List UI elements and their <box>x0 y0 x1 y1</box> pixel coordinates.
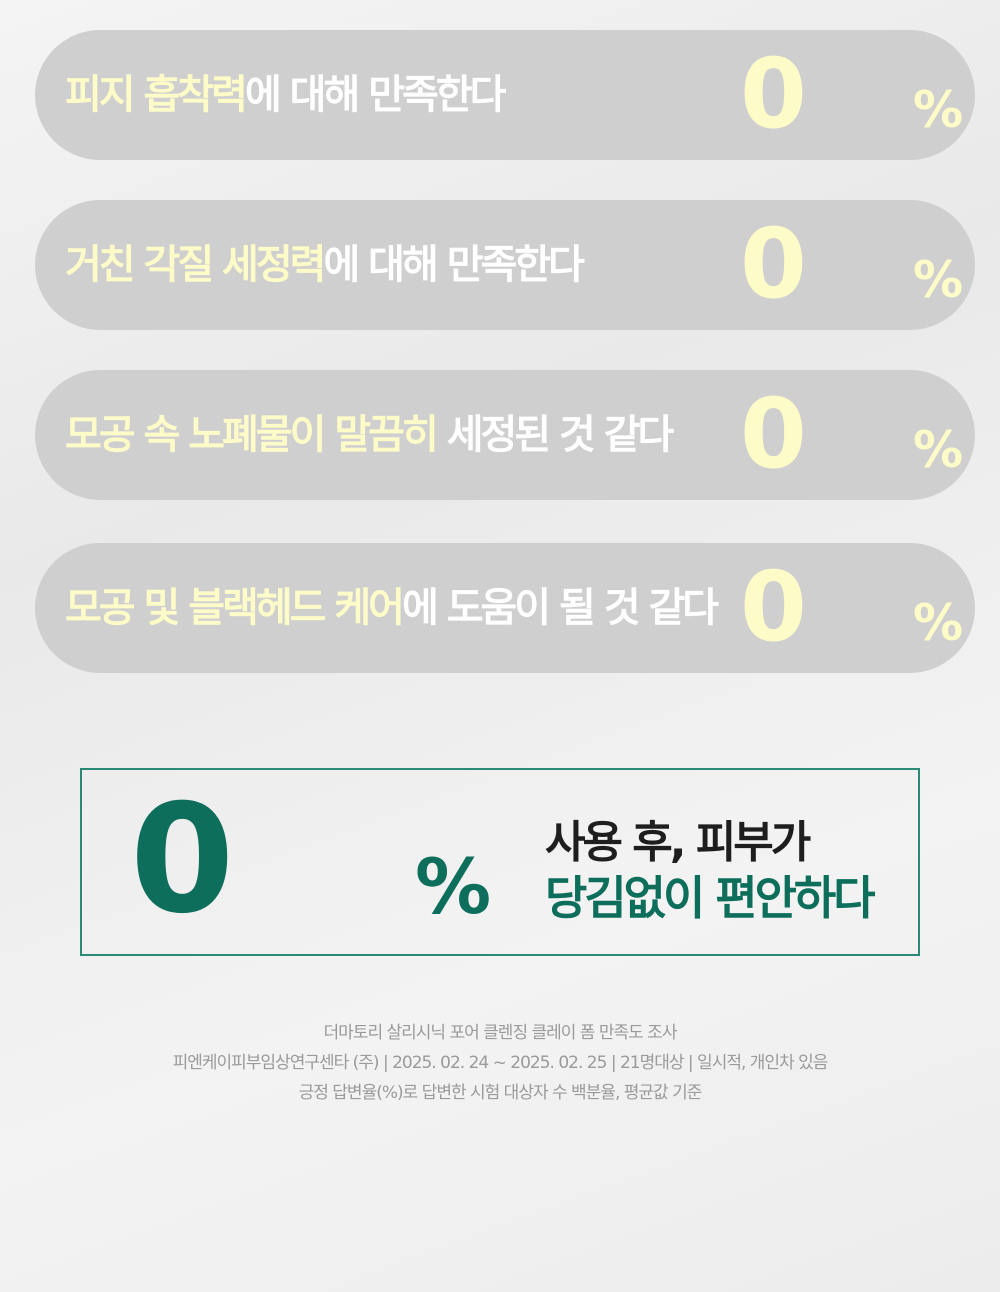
label-rest: 세정된 것 같다 <box>435 412 675 458</box>
label-highlight: 거친 각질 세정력 <box>65 242 326 288</box>
survey-value: 0 <box>740 551 807 663</box>
survey-value: 0 <box>740 38 807 150</box>
note-line: 피엔케이피부임상연구센타 (주) | 2025. 02. 24 ~ 2025. … <box>172 1053 829 1073</box>
survey-item: 거친 각질 세정력에 대해 만족한다 0 % <box>35 200 975 330</box>
percent-unit: % <box>913 251 964 309</box>
label-rest: 에 대해 만족한다 <box>244 72 506 118</box>
feature-line-2: 당김없이 편안하다 <box>545 871 876 925</box>
note-line: 긍정 답변율(%)로 답변한 시험 대상자 수 백분율, 평균값 기준 <box>298 1083 703 1103</box>
survey-item: 모공 속 노폐물이 말끔히 세정된 것 같다 0 % <box>35 370 975 500</box>
feature-value: 0 <box>130 773 235 947</box>
survey-item-label: 거친 각질 세정력에 대해 만족한다 <box>65 200 585 330</box>
survey-item: 피지 흡착력에 대해 만족한다 0 % <box>35 30 975 160</box>
survey-item-label: 모공 및 블랙헤드 케어에 도움이 될 것 같다 <box>65 543 719 673</box>
label-highlight: 피지 흡착력 <box>65 72 248 118</box>
label-rest: 에 도움이 될 것 같다 <box>401 585 719 631</box>
note-line: 더마토리 살리시닉 포어 클렌징 클레이 폼 만족도 조사 <box>323 1023 678 1043</box>
percent-unit: % <box>913 81 964 139</box>
label-highlight: 모공 및 블랙헤드 케어 <box>65 585 405 631</box>
label-highlight: 모공 속 노폐물이 말끔히 <box>65 412 439 458</box>
percent-unit: % <box>913 594 964 652</box>
percent-unit: % <box>913 421 964 479</box>
feature-line-1: 사용 후, 피부가 <box>545 817 811 868</box>
feature-box: 0 % 사용 후, 피부가 당김없이 편안하다 <box>80 768 920 956</box>
survey-value: 0 <box>740 378 807 490</box>
survey-item: 모공 및 블랙헤드 케어에 도움이 될 것 같다 0 % <box>35 543 975 673</box>
feature-percent-unit: % <box>415 842 492 931</box>
label-rest: 에 대해 만족한다 <box>323 242 584 288</box>
survey-notes: 더마토리 살리시닉 포어 클렌징 클레이 폼 만족도 조사 피엔케이피부임상연구… <box>0 1018 1000 1108</box>
survey-item-label: 피지 흡착력에 대해 만족한다 <box>65 30 506 160</box>
survey-item-label: 모공 속 노폐물이 말끔히 세정된 것 같다 <box>65 370 675 500</box>
survey-value: 0 <box>740 208 807 320</box>
